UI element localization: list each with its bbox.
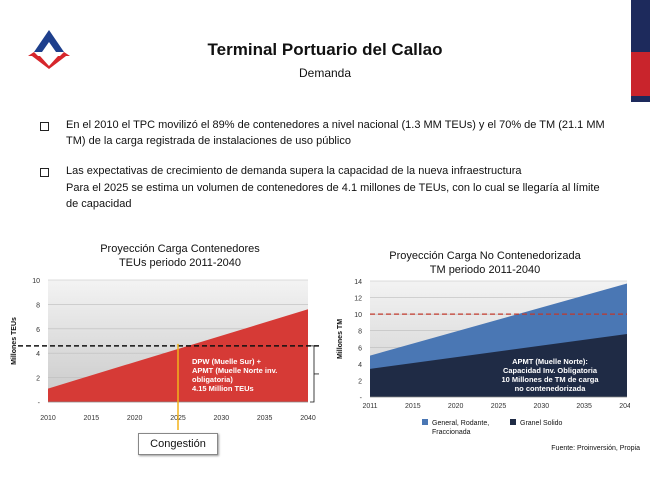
bullet-text-2: Las expectativas de crecimiento de deman… [66,165,522,177]
right-annotation-line: APMT (Muelle Norte): [512,357,588,366]
left-capacity-bracket [310,345,315,403]
right-y-tick-label: 8 [358,329,362,336]
right-annotation-line: no contenedorizada [515,384,587,393]
right-y-tick-label: - [360,395,363,402]
right-x-tick-label: 2035 [576,403,592,410]
left-x-tick-label: 2020 [127,415,143,422]
right-y-axis-label: Millones TM [337,319,344,359]
sidebar-strip-red [631,52,650,96]
right-x-tick-label: 2040 [619,403,630,410]
left-y-tick-label: 2 [36,376,40,383]
legend-swatch-granel [510,419,516,425]
right-y-tick-label: 2 [358,378,362,385]
right-x-tick-label: 2015 [405,403,421,410]
legend-label-general-line2: Fraccionada [432,429,471,436]
left-x-tick-label: 2010 [40,415,56,422]
page-title: Terminal Portuario del Callao [207,40,443,59]
left-annotation-line: APMT (Muelle Norte inv. [192,366,277,375]
left-y-tick-label: 8 [36,302,40,309]
right-y-tick-label: 12 [354,296,362,303]
right-area-series-granel [370,334,627,397]
left-annotation-line: obligatoria) [192,375,233,384]
legend-label-granel: Granel Solido [520,420,563,427]
left-annotation-line: 4.15 Million TEUs [192,384,254,393]
page-subtitle: Demanda [298,66,352,80]
left-y-tick-label: 4 [36,351,40,358]
right-x-tick-label: 2025 [491,403,507,410]
congestion-label: Congestión [138,433,218,455]
right-y-tick-label: 10 [354,312,362,319]
source-note: Fuente: Proinversión, Propia [551,445,640,452]
right-chart-title-line2: TM periodo 2011-2040 [429,264,541,276]
right-chart-title-line1: Proyección Carga No Contenedorizada [389,250,581,262]
bullet-text-1: En el 2010 el TPC movilizó el 89% de con… [66,119,605,147]
left-y-axis-label: Millones TEUs [11,317,18,365]
sidebar-strip-navy-bottom [631,96,650,102]
left-y-tick-label: - [38,400,41,407]
sidebar-strip-navy [631,0,650,52]
left-x-tick-label: 2040 [300,415,316,422]
left-annotation-line: DPW (Muelle Sur) + [192,357,262,366]
left-x-tick-label: 2035 [257,415,273,422]
right-x-tick-label: 2020 [448,403,464,410]
company-logo [28,30,70,69]
right-annotation-line: 10 Millones de TM de carga [501,375,599,384]
left-y-tick-label: 10 [32,278,40,285]
legend-label-general-line1: General, Rodante, [432,420,489,427]
right-x-tick-label: 2011 [362,403,377,410]
legend-swatch-general [422,419,428,425]
right-y-tick-label: 14 [354,279,362,286]
right-y-tick-label: 6 [358,345,362,352]
right-x-tick-label: 2030 [534,403,550,410]
left-x-tick-label: 2030 [214,415,230,422]
left-area-chart: -2468102010201520202025203020352040DPW (… [11,278,322,430]
right-area-chart: - 2 4 6 8 10 12 14 2011 2015 2020 2025 2030 2035 2040 A… [337,279,630,436]
left-chart-title-line2: TEUs periodo 2011-2040 [118,257,242,269]
right-annotation-line: Capacidad Inv. Obligatoria [503,366,598,375]
left-y-tick-label: 6 [36,327,40,334]
left-chart-title-line1: Proyección Carga Contenedores [100,243,260,255]
bullet-checkbox-2 [40,168,49,177]
bullet-checkbox-1 [40,122,49,131]
bullet-continuation: Para el 2025 se estima un volumen de con… [66,182,600,210]
right-y-tick-label: 4 [358,362,362,369]
left-x-tick-label: 2015 [84,415,100,422]
